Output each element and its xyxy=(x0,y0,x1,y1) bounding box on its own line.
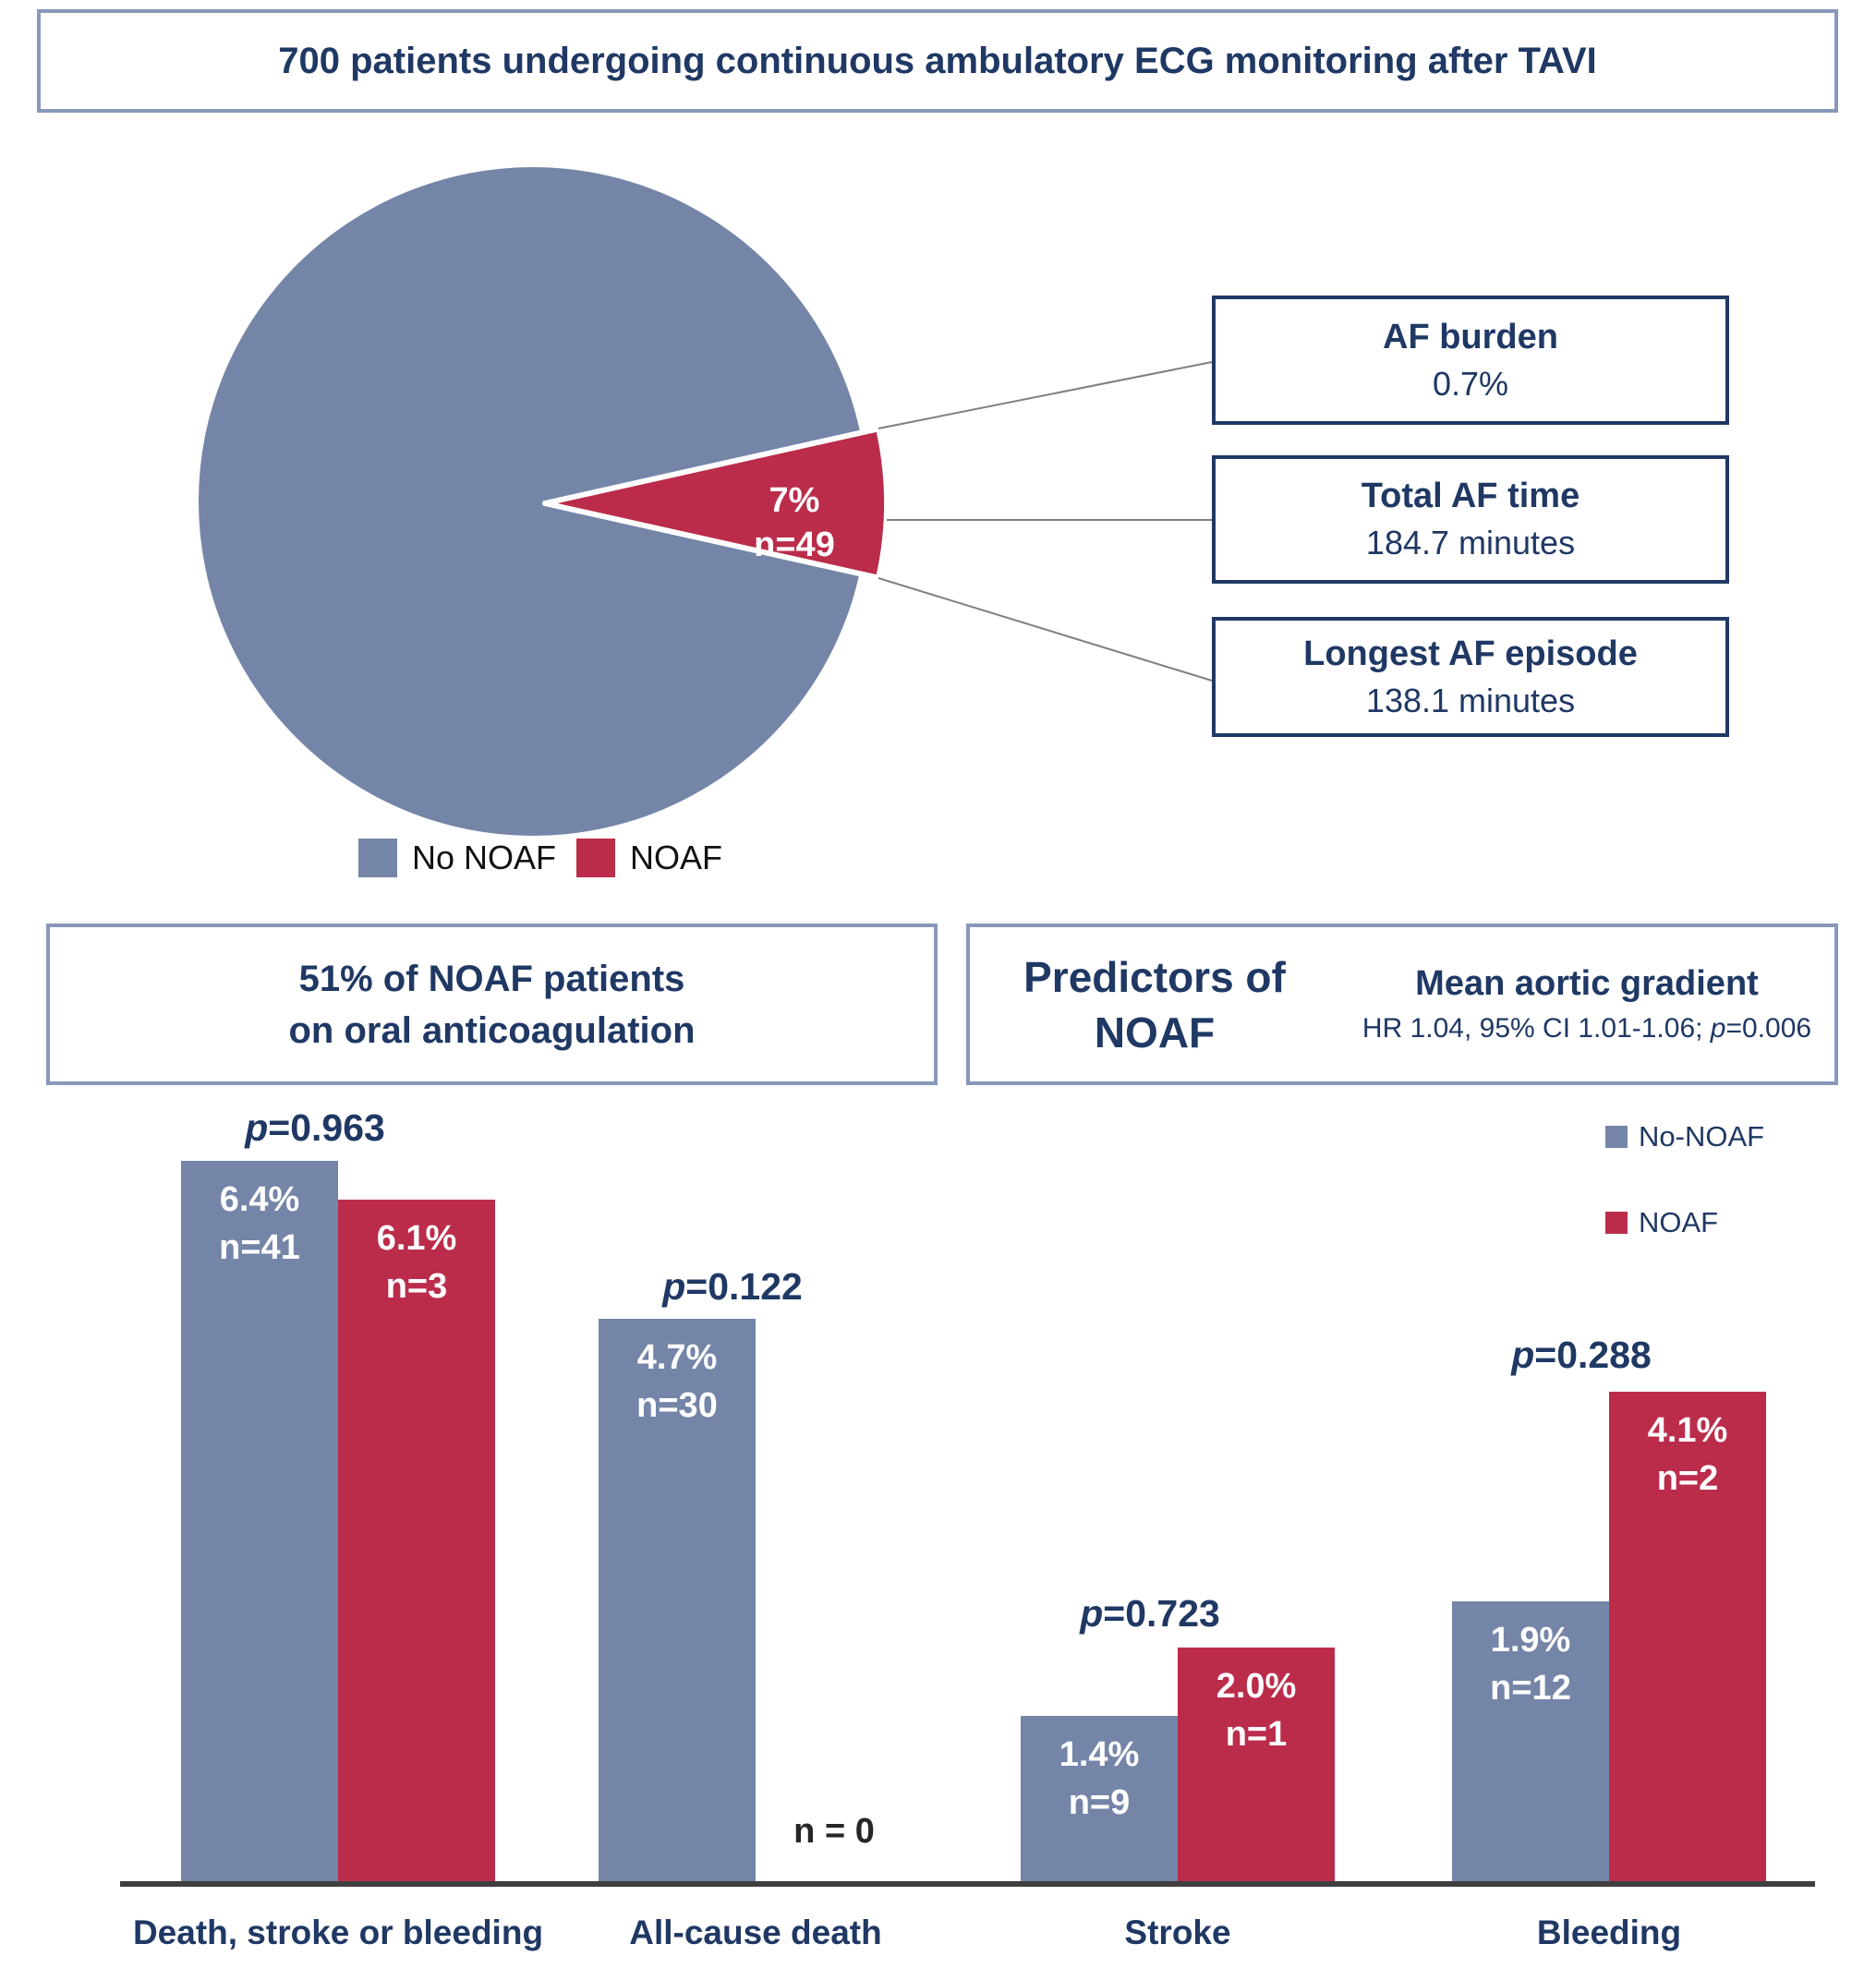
callout-title: Total AF time xyxy=(1361,477,1580,515)
bar-value-label: 1.9% n=12 xyxy=(1490,1621,1571,1708)
pie-legend-label: No NOAF xyxy=(412,839,557,876)
bar-value-label: 2.0% n=1 xyxy=(1216,1667,1297,1754)
zero-bar-label: n = 0 xyxy=(793,1812,875,1851)
p-value-bleeding: p=0.288 xyxy=(1511,1334,1652,1376)
connector-line-af-burden xyxy=(877,361,1213,429)
stats-p: p xyxy=(1710,1013,1726,1044)
figure-title: 700 patients undergoing continuous ambul… xyxy=(278,40,1597,81)
anticoagulation-line2: on oral anticoagulation xyxy=(288,1009,696,1051)
category-label-bleeding: Bleeding xyxy=(1536,1914,1682,1951)
x-axis-line xyxy=(120,1881,1815,1887)
noaf-swatch xyxy=(1605,1212,1628,1234)
no-noaf-swatch xyxy=(358,839,397,877)
category-label-stroke: Stroke xyxy=(1124,1914,1231,1951)
predictors-box: Predictors of NOAF Mean aortic gradient … xyxy=(966,924,1838,1085)
callout-value: 0.7% xyxy=(1432,364,1509,403)
predictor-name: Mean aortic gradient xyxy=(1415,964,1759,1003)
bar-no-noaf-0: 6.4% n=41 xyxy=(181,1161,338,1885)
stats-prefix: HR 1.04, 95% CI 1.01-1.06; xyxy=(1362,1013,1711,1044)
bar-value-label: 4.7% n=30 xyxy=(636,1338,718,1425)
bar-legend-item-no-noaf: No-NOAF xyxy=(1605,1120,1764,1153)
noaf-swatch xyxy=(576,839,616,877)
bar-no-noaf-2: 1.4% n=9 xyxy=(1021,1716,1178,1885)
pie-slice-label: 7% n=49 xyxy=(720,478,868,567)
bar-noaf-0: 6.1% n=3 xyxy=(338,1200,495,1885)
callout-value: 184.7 minutes xyxy=(1365,524,1576,561)
bar-value-label: 6.1% n=3 xyxy=(376,1219,457,1306)
callout-af-burden: AF burden 0.7% xyxy=(1212,296,1729,425)
p-value-death-stroke-bleeding: p=0.963 xyxy=(245,1106,385,1149)
predictors-title-line2: NOAF xyxy=(1094,1008,1216,1056)
bar-noaf-2: 2.0% n=1 xyxy=(1178,1648,1335,1885)
bar-legend-item-noaf: NOAF xyxy=(1605,1206,1718,1239)
anticoagulation-box: 51% of NOAF patients on oral anticoagula… xyxy=(46,924,938,1085)
bar-legend-label: No-NOAF xyxy=(1639,1120,1765,1153)
bar-legend-label: NOAF xyxy=(1639,1206,1719,1238)
pie-chart xyxy=(199,167,1213,836)
pie-legend-item-no-noaf: No NOAF xyxy=(358,839,556,877)
category-label-all-cause-death: All-cause death xyxy=(629,1914,882,1951)
predictors-title-line1: Predictors of xyxy=(1023,952,1286,1001)
p-value-all-cause-death: p=0.122 xyxy=(662,1265,803,1308)
pie-slice-noaf xyxy=(542,426,890,581)
connector-line-longest-af-episode xyxy=(877,577,1213,682)
pie-slice-pct: 7% xyxy=(769,481,820,520)
predictors-title: Predictors of NOAF xyxy=(970,949,1339,1060)
bar-value-label: 4.1% n=2 xyxy=(1647,1411,1728,1498)
anticoagulation-line1: 51% of NOAF patients xyxy=(298,958,685,999)
bar-value-label: 6.4% n=41 xyxy=(219,1180,300,1267)
callout-title: Longest AF episode xyxy=(1303,634,1638,673)
pie-slice-n: n=49 xyxy=(754,525,835,564)
bar-no-noaf-3: 1.9% n=12 xyxy=(1452,1601,1609,1885)
pie-slice-no-noaf xyxy=(199,167,867,836)
pie-legend-label: NOAF xyxy=(630,839,723,876)
bar-value-label: 1.4% n=9 xyxy=(1059,1735,1140,1822)
no-noaf-swatch xyxy=(1605,1126,1628,1148)
callout-total-af-time: Total AF time 184.7 minutes xyxy=(1212,455,1729,584)
title-box: 700 patients undergoing continuous ambul… xyxy=(37,9,1838,113)
pie-legend-item-noaf: NOAF xyxy=(576,839,722,877)
bar-noaf-3: 4.1% n=2 xyxy=(1609,1392,1766,1885)
callout-value: 138.1 minutes xyxy=(1365,681,1576,719)
predictor-detail: Mean aortic gradient HR 1.04, 95% CI 1.0… xyxy=(1339,964,1834,1044)
category-label-death-stroke-bleeding: Death, stroke or bleeding xyxy=(132,1914,544,1951)
pie-legend: No NOAF NOAF xyxy=(358,839,722,877)
callout-longest-af-episode: Longest AF episode 138.1 minutes xyxy=(1212,617,1729,737)
callout-title: AF burden xyxy=(1383,317,1558,356)
predictor-stats: HR 1.04, 95% CI 1.01-1.06; p=0.006 xyxy=(1339,1013,1834,1044)
p-value-stroke: p=0.723 xyxy=(1080,1592,1220,1635)
bar-no-noaf-1: 4.7% n=30 xyxy=(599,1319,756,1885)
stats-p-value: =0.006 xyxy=(1725,1013,1812,1044)
